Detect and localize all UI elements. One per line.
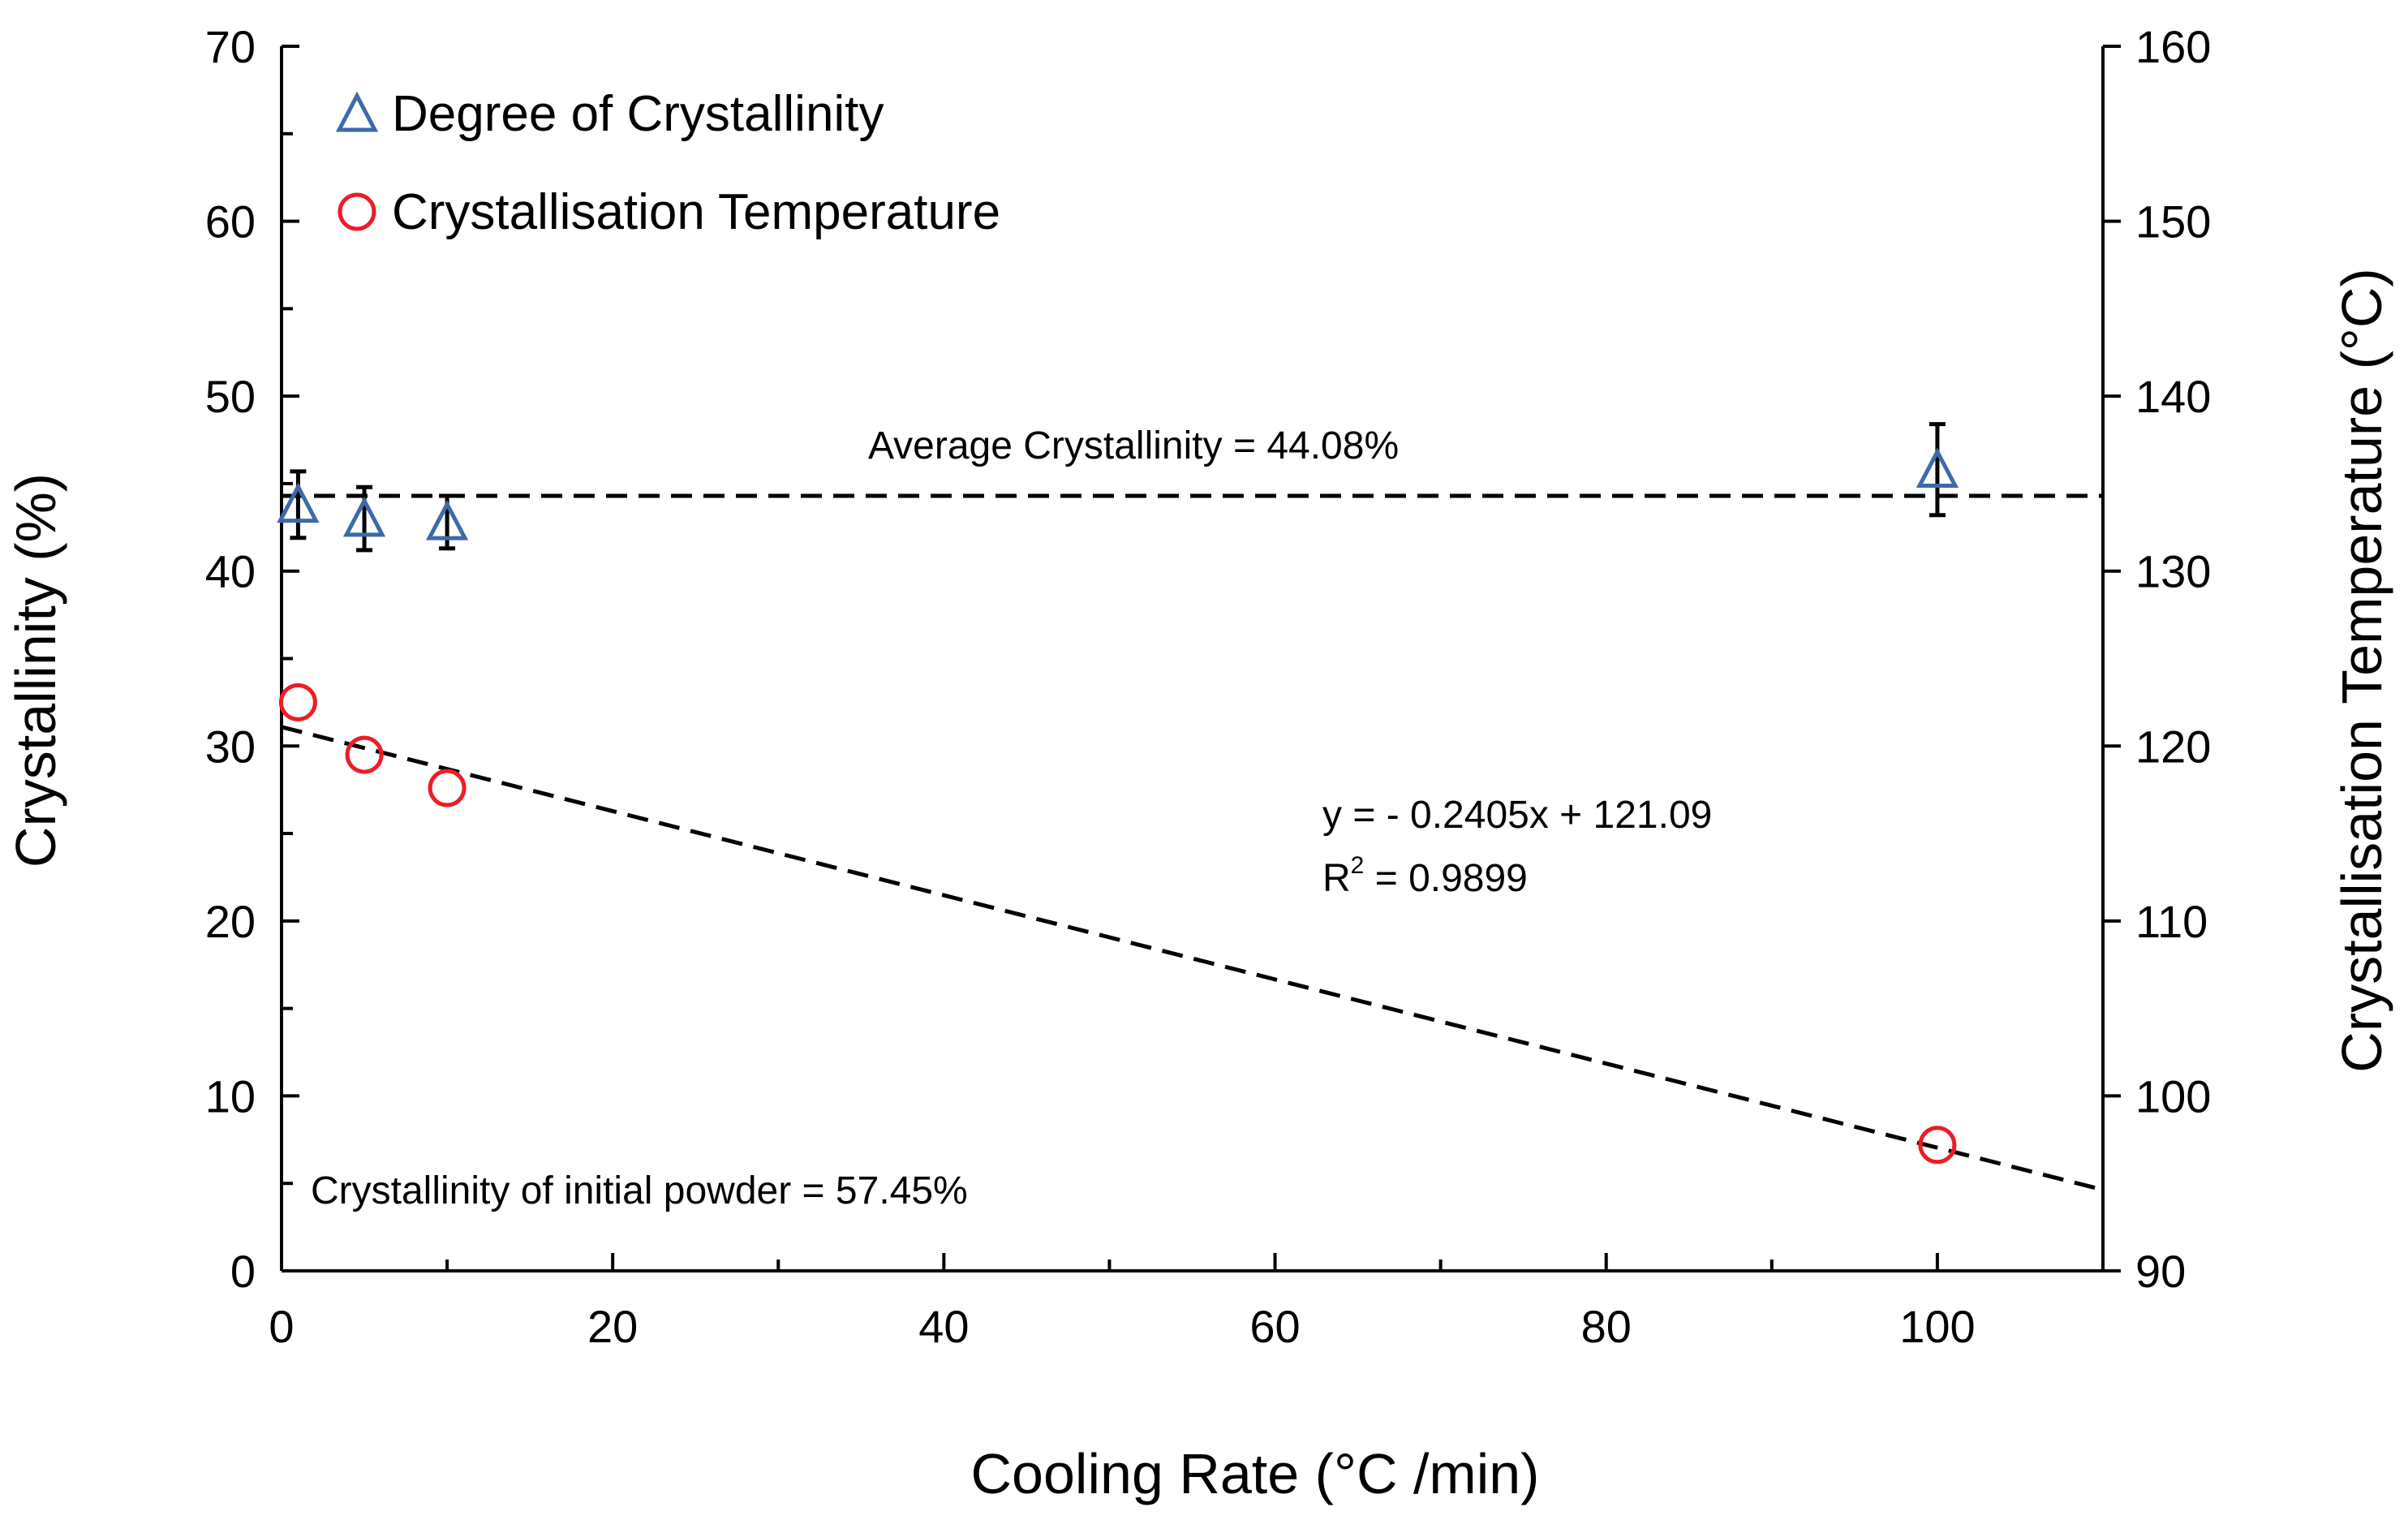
temperature-point — [1918, 1126, 1957, 1165]
crystallinity-point — [425, 499, 469, 540]
crystallinity-point — [1916, 447, 1959, 488]
temperature-trendline — [281, 725, 2104, 1192]
y-tick-label: 70 — [205, 21, 256, 72]
y2-tick-label: 150 — [2135, 196, 2211, 248]
y2-tick-label: 100 — [2135, 1070, 2211, 1122]
x-tick-label: 80 — [1581, 1301, 1632, 1352]
r-squared-value: = 0.9899 — [1364, 857, 1528, 900]
temperature-point — [428, 769, 467, 807]
temperature-point — [278, 683, 317, 721]
r-squared-label: R2 = 0.9899 — [1322, 852, 1528, 900]
r-squared-prefix: R — [1322, 857, 1351, 900]
y-tick-label: 20 — [205, 896, 256, 947]
y-axis-title: Crystallinity (%) — [4, 473, 67, 868]
y-tick-label: 0 — [230, 1246, 256, 1297]
crystallinity-point — [277, 482, 320, 523]
x-tick-label: 0 — [269, 1301, 294, 1352]
trendline-equation: y = - 0.2405x + 121.09 — [1322, 794, 1712, 837]
y2-tick-label: 160 — [2135, 21, 2211, 72]
y2-tick-label: 120 — [2135, 721, 2211, 772]
y-tick-label: 10 — [205, 1070, 256, 1122]
r-squared-superscript: 2 — [1351, 852, 1365, 879]
legend: Degree of Crystallinity Crystallisation … — [335, 86, 1000, 240]
legend-circle-marker — [338, 192, 376, 231]
legend-triangle-marker — [335, 91, 379, 132]
chart-ticks: 0 20 40 60 80 100 0 10 20 30 40 50 60 70 90 100 110 120 13… — [205, 21, 2212, 1352]
y2-tick-label: 140 — [2135, 371, 2211, 422]
y-tick-label: 40 — [205, 546, 256, 597]
crystallinity-point — [342, 496, 386, 537]
x-tick-label: 40 — [918, 1301, 969, 1352]
initial-powder-label: Crystallinity of initial powder = 57.45% — [311, 1169, 968, 1212]
x-axis-title: Cooling Rate (°C /min) — [971, 1442, 1540, 1505]
chart-marks — [277, 422, 1959, 1165]
temperature-point — [345, 735, 384, 774]
x-tick-label: 20 — [587, 1301, 638, 1352]
y2-axis-title: Crystallisation Temperature (°C) — [2330, 268, 2393, 1072]
x-tick-label: 100 — [1899, 1301, 1975, 1352]
y-tick-label: 50 — [205, 371, 256, 422]
y-tick-label: 60 — [205, 196, 256, 248]
y2-tick-label: 130 — [2135, 546, 2211, 597]
reference-lines — [281, 493, 2104, 1192]
y2-tick-label: 90 — [2135, 1246, 2186, 1297]
y-tick-label: 30 — [205, 721, 256, 772]
x-tick-label: 60 — [1249, 1301, 1300, 1352]
legend-label-crystallinity: Degree of Crystallinity — [392, 86, 884, 142]
y2-tick-label: 110 — [2135, 896, 2208, 947]
legend-label-temperature: Crystallisation Temperature — [392, 184, 1000, 240]
average-crystallinity-label: Average Crystallinity = 44.08% — [868, 424, 1399, 467]
